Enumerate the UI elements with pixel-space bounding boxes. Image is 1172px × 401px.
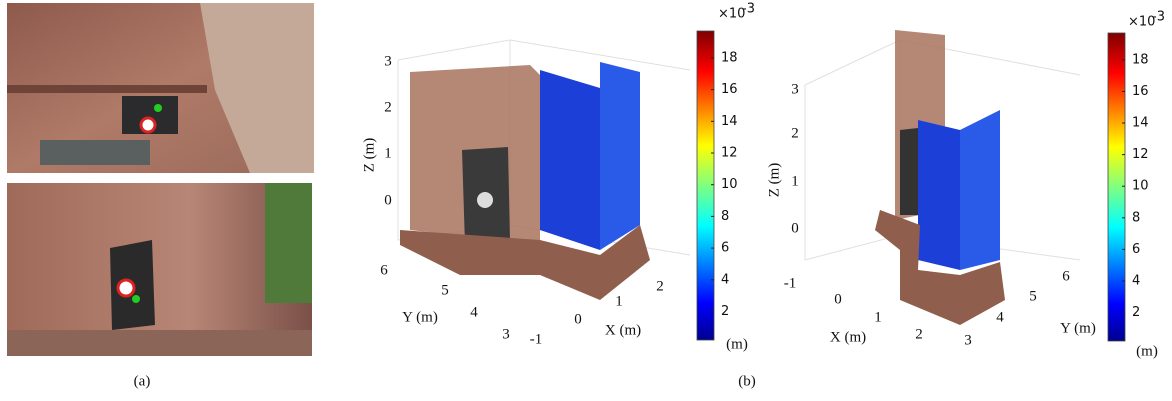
- z-tick-label: 0: [791, 220, 799, 236]
- plot-3d-left: [398, 40, 690, 300]
- colorbar-scale: [697, 31, 714, 340]
- colorbar-tick-label: 16: [721, 82, 738, 97]
- z-tick-label: 1: [791, 173, 799, 189]
- y-axis-label: Y (m): [1060, 320, 1096, 336]
- colorbar-tick-label: 14: [1132, 116, 1149, 131]
- y-axis-label: Y (m): [402, 309, 438, 325]
- x-tick-label: 2: [656, 278, 664, 294]
- colorbar-tick-label: 6: [721, 241, 729, 256]
- colorbar-tick-label: 4: [1132, 273, 1140, 288]
- point-cloud: [918, 120, 960, 270]
- x-tick-label: 0: [574, 311, 582, 327]
- panel-label: (a): [134, 373, 151, 389]
- colorbar-tick-label: 14: [721, 114, 738, 129]
- z-tick-label: 2: [791, 125, 799, 141]
- colorbar-tick-label: 6: [1132, 242, 1140, 257]
- z-tick-label: 1: [384, 145, 392, 161]
- colorbar-tick-label: 8: [721, 209, 729, 224]
- colorbar-scale: [1108, 33, 1125, 341]
- point-cloud: [540, 70, 600, 250]
- z-axis-label: Z (m): [766, 163, 782, 198]
- x-axis-label: X (m): [830, 329, 866, 345]
- x-tick-label: 1: [874, 309, 882, 325]
- z-tick-label: 3: [384, 53, 392, 69]
- z-tick-label: 3: [791, 81, 799, 97]
- figure: (a) (b) 01233456-1012Z (m)Y (m)X (m)2468…: [0, 0, 1172, 401]
- plot-3d-right: [805, 30, 1080, 325]
- z-axis-label: Z (m): [361, 138, 377, 173]
- y-tick-label: 6: [380, 262, 388, 278]
- x-axis-label: X (m): [605, 322, 641, 338]
- x-tick-label: 1: [615, 293, 623, 309]
- photo-top: [7, 3, 314, 173]
- colorbar-exponent: -3: [742, 2, 755, 17]
- point-cloud: [960, 110, 1000, 270]
- point-cloud: [600, 62, 640, 250]
- colorbar-tick-label: 18: [721, 50, 738, 65]
- z-tick-label: 0: [384, 192, 392, 208]
- x-tick-label: 2: [915, 326, 923, 342]
- y-tick-label: 4: [470, 304, 478, 320]
- point-cloud: [900, 128, 918, 215]
- photo-bottom: [7, 183, 312, 356]
- y-tick-label: 3: [502, 326, 510, 342]
- y-tick-label: 5: [441, 282, 449, 298]
- y-tick-label: 3: [964, 332, 972, 348]
- colorbar-tick-label: 10: [1132, 179, 1149, 194]
- colorbar-tick-label: 8: [1132, 210, 1140, 225]
- colorbar-unit: (m): [1136, 343, 1158, 359]
- y-tick-label: 6: [1062, 268, 1070, 284]
- panel-label: (b): [738, 373, 756, 389]
- y-tick-label: 5: [1029, 288, 1037, 304]
- z-tick-label: 2: [384, 99, 392, 115]
- x-tick-label: -1: [784, 275, 797, 291]
- colorbar-unit: (m): [726, 336, 748, 352]
- y-tick-label: 4: [996, 309, 1004, 325]
- x-tick-label: -1: [530, 331, 543, 347]
- colorbar-tick-label: 16: [1132, 84, 1149, 99]
- colorbar-tick-label: 2: [1132, 305, 1140, 320]
- colorbar-tick-label: 4: [721, 272, 729, 287]
- colorbar-tick-label: 2: [721, 304, 729, 319]
- colorbar-tick-label: 18: [1132, 52, 1149, 67]
- colorbar-tick-label: 10: [721, 177, 738, 192]
- colorbar-tick-label: 12: [1132, 147, 1149, 162]
- x-tick-label: 0: [834, 291, 842, 307]
- colorbar-exponent: -3: [1152, 10, 1165, 25]
- colorbar-tick-label: 12: [721, 146, 738, 161]
